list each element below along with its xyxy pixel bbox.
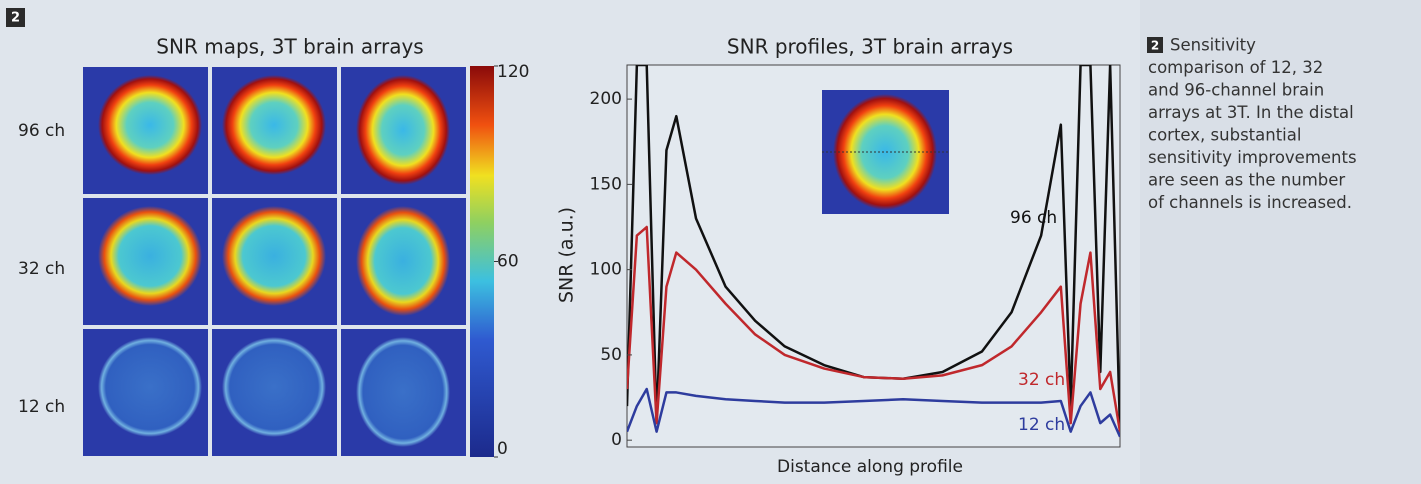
caption-line: sensitivity improvements <box>1148 148 1357 167</box>
caption-line: comparison of 12, 32 <box>1148 58 1323 77</box>
lines <box>627 65 1120 438</box>
series-label: 12 ch <box>1018 415 1065 435</box>
row-label: 12 ch <box>18 397 65 417</box>
y-tick-label: 150 <box>590 174 622 194</box>
series-label: 32 ch <box>1018 370 1065 390</box>
caption-line: arrays at 3T. In the distal <box>1148 103 1354 122</box>
colorbar-label: 0 <box>497 439 508 459</box>
caption-line: Sensitivity <box>1170 36 1256 55</box>
map-head <box>222 206 326 306</box>
maps-title: SNR maps, 3T brain arrays <box>156 35 423 59</box>
map-grid <box>83 67 466 456</box>
y-tick-label: 50 <box>600 345 622 365</box>
caption-badge-text: 2 <box>1151 39 1159 53</box>
row-label: 96 ch <box>18 121 65 141</box>
caption-bg <box>1140 0 1421 484</box>
x-label: Distance along profile <box>777 457 963 477</box>
chart-title: SNR profiles, 3T brain arrays <box>727 35 1013 59</box>
map-head <box>98 75 202 175</box>
colorbar-label: 120 <box>497 62 529 82</box>
map-head <box>222 337 326 437</box>
y-label: SNR (a.u.) <box>556 207 578 303</box>
colorbar <box>470 66 494 457</box>
series-line <box>627 387 1120 438</box>
caption-badge <box>1147 37 1163 53</box>
inset-brain <box>833 94 937 210</box>
caption-line: are seen as the number <box>1148 171 1345 190</box>
map-head <box>356 206 450 316</box>
map-head <box>356 337 450 447</box>
caption-line: of channels is increased. <box>1148 193 1352 212</box>
colorbar-label: 60 <box>497 252 519 272</box>
series-label: 96 ch <box>1010 208 1057 228</box>
series-line <box>627 225 1120 432</box>
caption-line: and 96-channel brain <box>1148 81 1324 100</box>
caption-line: cortex, substantial <box>1148 126 1301 145</box>
row-label: 32 ch <box>18 259 65 279</box>
y-tick-label: 0 <box>611 430 622 450</box>
map-head <box>222 75 326 175</box>
badge <box>6 8 25 27</box>
y-tick-label: 200 <box>590 89 622 109</box>
badge-text: 2 <box>11 11 20 26</box>
map-head <box>98 337 202 437</box>
map-head <box>356 75 450 185</box>
map-head <box>98 206 202 306</box>
y-tick-label: 100 <box>590 260 622 280</box>
